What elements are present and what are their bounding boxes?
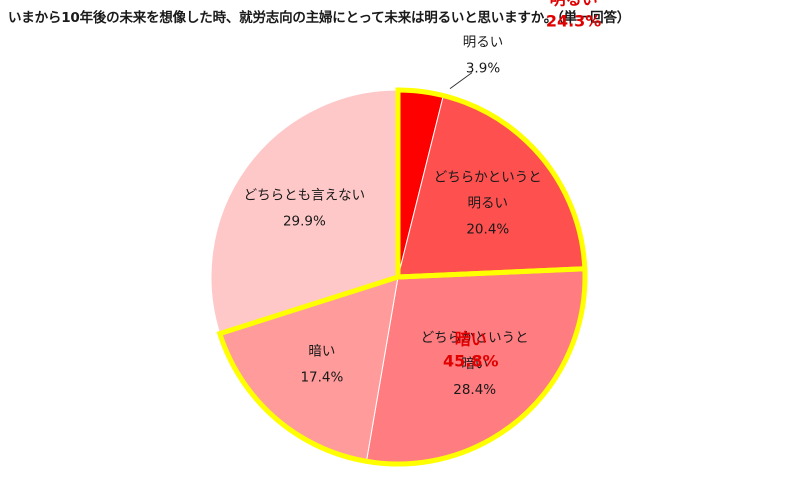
slice-labels: 明るい3.9%どちらかというと明るい20.4%どちらかというと暗い28.4%暗い… bbox=[244, 35, 542, 398]
group-label: 暗い bbox=[455, 329, 487, 348]
slice-category-label: どちらとも言えない bbox=[244, 188, 366, 204]
chart-title: いまから10年後の未来を想像した時、就労志向の主婦にとって未来は明るいと思います… bbox=[8, 10, 631, 26]
group-value-label: 45.8% bbox=[443, 351, 499, 370]
slice-category-label: 暗い bbox=[308, 343, 335, 359]
slice-category-label: どちらかというと bbox=[421, 330, 529, 346]
slice-category-label: 暗い bbox=[461, 356, 488, 372]
slice-category-label: どちらかというと bbox=[434, 170, 542, 186]
group-outlines bbox=[216, 87, 588, 467]
slice-category-label: 明るい bbox=[468, 196, 509, 212]
pie-slices bbox=[210, 89, 586, 465]
slice-value-label: 28.4% bbox=[453, 382, 496, 398]
slice-value-label: 17.4% bbox=[300, 369, 343, 385]
pie-slice bbox=[210, 89, 399, 335]
slice-value-label: 3.9% bbox=[466, 61, 500, 77]
slice-value-label: 20.4% bbox=[466, 222, 509, 238]
group-label: 明るい bbox=[550, 0, 598, 9]
leader-line bbox=[449, 72, 473, 89]
group-outline bbox=[216, 266, 588, 467]
group-outline bbox=[395, 87, 588, 280]
slice-value-label: 29.9% bbox=[283, 214, 326, 230]
leader-lines bbox=[449, 72, 473, 89]
slice-category-label: 明るい bbox=[463, 35, 504, 51]
group-value-label: 24.3% bbox=[546, 12, 602, 31]
